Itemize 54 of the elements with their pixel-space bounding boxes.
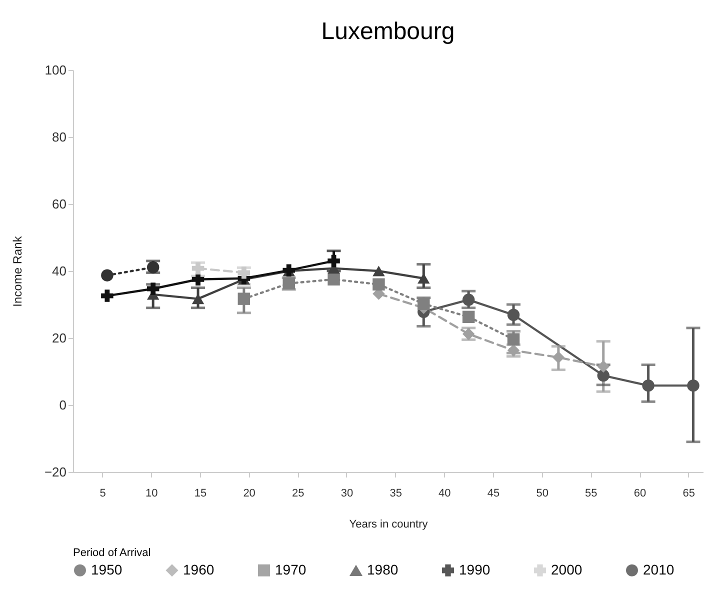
point [552,351,565,364]
y-tick-label: 80 [52,130,66,144]
point [597,369,610,382]
point [418,273,430,284]
legend-label: 2000 [551,561,582,578]
point [238,292,250,305]
point [146,282,160,295]
x-tick-label: 65 [682,488,695,500]
y-tick-label: 0 [59,398,66,412]
x-tick-label: 15 [194,488,207,500]
point [192,294,204,304]
legend-label: 1990 [459,561,490,578]
point [597,360,610,373]
x-tick-label: 25 [292,488,304,500]
x-tick-label: 40 [438,488,451,500]
point [328,273,340,286]
x-tick-label: 35 [390,488,402,500]
point [192,273,204,286]
point [372,278,385,291]
point [418,298,430,310]
point [328,254,340,268]
legend-label: 1950 [91,561,122,578]
point [507,308,520,321]
legend-label: 1980 [367,562,398,578]
legend-title: Period of Arrival [73,547,151,559]
x-tick-label: 20 [243,488,256,500]
point [101,290,114,302]
point [372,266,385,276]
y-tick-label: 60 [52,196,66,212]
y-tick-label: 40 [52,264,66,278]
point [462,294,475,306]
x-tick-label: 55 [585,488,598,500]
x-tick-label: 60 [634,488,646,500]
y-tick-label: −20 [44,464,66,480]
x-tick-label: 30 [340,488,354,500]
x-tick-label: 45 [487,488,500,500]
x-axis-title: Years in country [349,518,428,530]
y-axis-title: Income Rank [10,235,24,307]
x-tick-label: 10 [146,488,158,500]
point [101,269,114,282]
point [687,379,700,392]
x-tick-label: 50 [536,488,548,500]
point [238,266,250,279]
point [192,262,204,274]
legend-label: 1960 [183,561,214,578]
x-tick-label: 5 [100,488,106,500]
point [507,333,520,346]
legend-label: 2010 [643,561,674,578]
point [462,310,475,324]
chart-title: Luxembourg [321,18,455,45]
point [642,379,654,392]
legend-label: 1970 [275,561,306,578]
y-tick-label: 20 [52,330,66,346]
y-tick-label: 100 [44,62,66,78]
